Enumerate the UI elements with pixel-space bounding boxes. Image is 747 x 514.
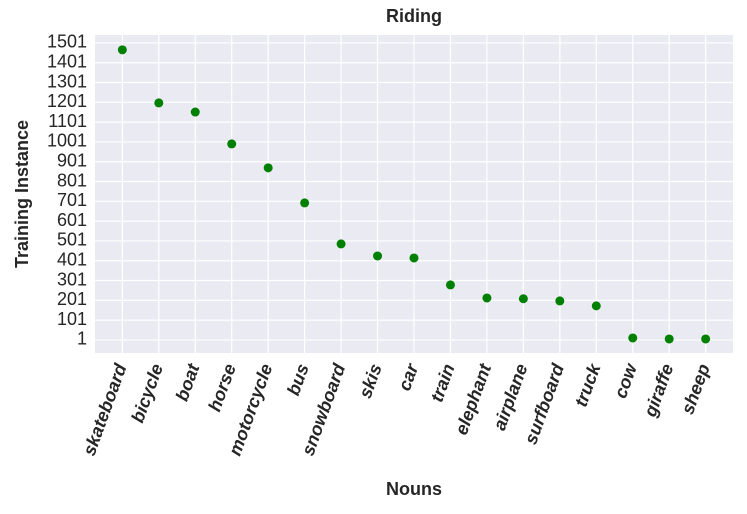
y-tick-label: 101	[57, 309, 87, 329]
point	[117, 45, 127, 55]
point	[518, 294, 528, 304]
x-tick-label: skateboard	[79, 360, 131, 458]
y-tick-label: 1201	[47, 91, 87, 111]
y-tick-label: 901	[57, 150, 87, 170]
point	[591, 301, 601, 311]
point	[300, 198, 310, 208]
x-tick-label: horse	[204, 361, 240, 414]
point	[482, 293, 492, 303]
y-tick-label: 201	[57, 289, 87, 309]
x-tick-label: sheep	[677, 361, 714, 417]
point	[373, 251, 383, 261]
point	[263, 163, 273, 173]
y-tick-label: 1301	[47, 71, 87, 91]
x-tick-label: cow	[610, 360, 641, 401]
point	[154, 98, 164, 108]
y-tick-label: 1101	[48, 111, 87, 131]
y-tick-label: 701	[57, 190, 87, 210]
y-tick-label: 601	[57, 210, 87, 230]
y-tick-label: 1001	[47, 131, 87, 151]
point	[628, 333, 638, 343]
point	[190, 107, 200, 117]
point	[409, 253, 419, 263]
x-tick-label: airplane	[489, 361, 531, 433]
y-tick-label: 401	[57, 249, 87, 269]
x-tick-label: train	[427, 361, 459, 405]
point	[664, 334, 674, 344]
point	[445, 280, 455, 290]
point	[701, 334, 711, 344]
y-tick-label: 1	[77, 329, 87, 349]
x-axis-label: Nouns	[386, 479, 442, 499]
x-tick-label: truck	[571, 360, 605, 409]
y-tick-label: 1401	[47, 51, 87, 71]
x-tick-label: bus	[283, 361, 313, 398]
y-axis-label: Training Instance	[12, 120, 32, 268]
y-tick-label: 501	[57, 230, 87, 250]
y-tick-label: 1501	[47, 32, 87, 52]
point	[227, 139, 237, 149]
x-tick-label: bicycle	[127, 361, 167, 425]
point	[336, 239, 346, 249]
y-tick-label: 301	[57, 269, 87, 289]
x-tick-label: skis	[355, 361, 386, 401]
y-tick-label: 801	[57, 170, 87, 190]
x-tick-label: car	[394, 360, 422, 393]
x-tick-label: boat	[172, 360, 204, 403]
x-tick-label: giraffe	[640, 361, 678, 420]
chart-title: Riding	[386, 6, 442, 26]
point	[555, 296, 565, 306]
